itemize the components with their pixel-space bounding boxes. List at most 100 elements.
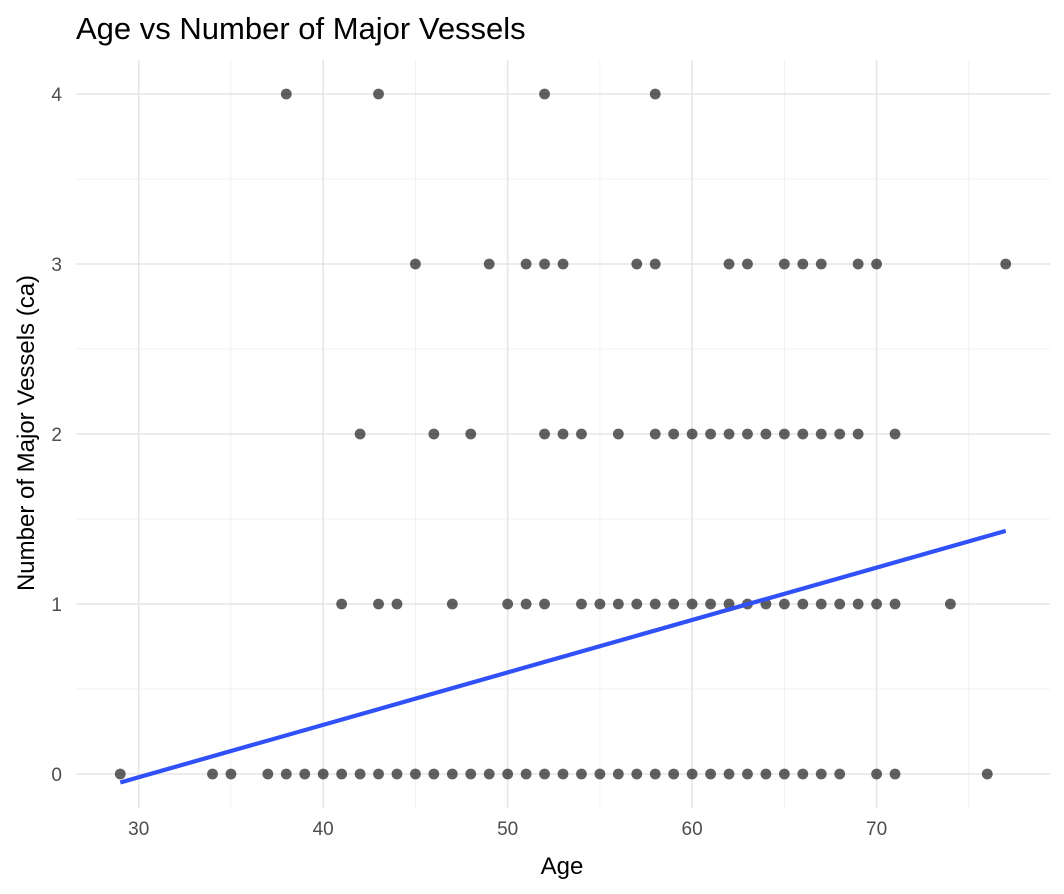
data-point: [428, 428, 440, 440]
data-point: [649, 88, 661, 100]
data-point: [520, 258, 532, 270]
data-point: [612, 428, 624, 440]
data-point: [465, 768, 477, 780]
data-point: [723, 258, 735, 270]
data-point: [686, 428, 698, 440]
y-tick-label: 3: [51, 255, 62, 276]
y-tick-label: 1: [51, 595, 62, 616]
data-point: [354, 768, 366, 780]
x-tick-label: 40: [313, 819, 334, 840]
data-point: [705, 598, 716, 610]
data-point: [705, 768, 716, 780]
data-point: [299, 768, 311, 780]
x-tick-label: 30: [128, 819, 149, 840]
data-point: [944, 598, 956, 610]
data-point: [686, 598, 698, 610]
data-point: [871, 768, 882, 780]
data-point: [778, 428, 790, 440]
data-point: [797, 428, 809, 440]
data-point: [520, 768, 532, 780]
data-point: [502, 768, 514, 780]
data-point: [1000, 258, 1012, 270]
data-point: [686, 768, 698, 780]
data-point: [502, 598, 514, 610]
data-point: [778, 598, 790, 610]
chart-title: Age vs Number of Major Vessels: [76, 11, 526, 46]
data-point: [815, 598, 827, 610]
data-point: [723, 428, 735, 440]
data-point: [612, 768, 624, 780]
data-point: [336, 598, 348, 610]
data-point: [815, 768, 827, 780]
trend-line: [119, 528, 1007, 785]
data-points: [114, 88, 1012, 780]
data-point: [649, 598, 661, 610]
data-point: [317, 768, 329, 780]
data-point: [576, 768, 587, 780]
data-point: [815, 258, 827, 270]
data-point: [557, 428, 569, 440]
data-point: [539, 428, 550, 440]
data-point: [539, 258, 550, 270]
data-point: [520, 598, 532, 610]
data-point: [649, 428, 661, 440]
data-point: [539, 768, 550, 780]
data-point: [852, 428, 864, 440]
data-point: [446, 598, 458, 610]
data-point: [576, 598, 587, 610]
data-point: [594, 768, 606, 780]
data-point: [834, 598, 846, 610]
data-point: [280, 768, 292, 780]
data-point: [705, 428, 716, 440]
data-point: [373, 598, 384, 610]
data-point: [797, 598, 809, 610]
x-axis-title: Age: [541, 853, 584, 880]
y-tick-label: 0: [51, 765, 62, 786]
y-tick-label: 2: [51, 425, 62, 446]
data-point: [539, 598, 550, 610]
data-point: [723, 768, 735, 780]
x-axis-ticks: 30 40 50 60 70: [128, 819, 887, 840]
data-point: [373, 88, 384, 100]
trend-line-group: [119, 528, 1007, 785]
data-point: [114, 768, 126, 780]
data-point: [797, 258, 809, 270]
data-point: [889, 598, 901, 610]
y-axis-title: Number of Major Vessels (ca): [13, 275, 40, 591]
data-point: [889, 768, 901, 780]
data-point: [391, 598, 403, 610]
data-point: [428, 768, 440, 780]
y-tick-label: 4: [51, 85, 62, 106]
data-point: [742, 768, 753, 780]
data-point: [742, 428, 753, 440]
data-point: [668, 428, 680, 440]
data-point: [631, 768, 643, 780]
data-point: [225, 768, 237, 780]
data-point: [760, 768, 772, 780]
data-point: [262, 768, 274, 780]
data-point: [612, 598, 624, 610]
data-point: [797, 768, 809, 780]
data-point: [483, 768, 495, 780]
data-point: [539, 88, 550, 100]
data-point: [981, 768, 993, 780]
x-tick-label: 50: [497, 819, 518, 840]
data-point: [871, 598, 882, 610]
data-point: [373, 768, 384, 780]
data-point: [668, 598, 680, 610]
x-tick-label: 70: [866, 819, 887, 840]
data-point: [834, 428, 846, 440]
data-point: [594, 598, 606, 610]
data-point: [649, 258, 661, 270]
data-point: [483, 258, 495, 270]
data-point: [742, 258, 753, 270]
x-tick-label: 60: [682, 819, 703, 840]
data-point: [778, 768, 790, 780]
data-point: [465, 428, 477, 440]
data-point: [446, 768, 458, 780]
data-point: [871, 258, 882, 270]
data-point: [576, 428, 587, 440]
data-point: [207, 768, 218, 780]
